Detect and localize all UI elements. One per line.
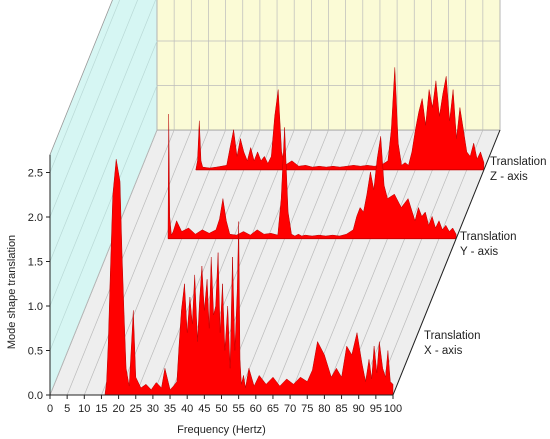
depth-axis-line [392, 129, 501, 396]
side-wall-gridline [49, 0, 156, 262]
y-tick-label: 0.5 [28, 346, 43, 358]
x-tick-label: 80 [318, 403, 330, 415]
floor-gridline [238, 129, 346, 396]
series-z-axis-area [195, 67, 485, 171]
floor-gridline [358, 129, 467, 396]
x-tick-label: 55 [233, 403, 245, 415]
floor-gridline [118, 129, 226, 396]
side-wall-gridline [49, 0, 138, 218]
floor-gridline [49, 129, 158, 396]
x-tick-label: 45 [198, 403, 210, 415]
x-tick-label: 30 [147, 403, 159, 415]
series-z-axis-label-line2: Z - axis [490, 171, 528, 183]
x-tick-label: 85 [335, 403, 347, 415]
x-tick-label: 10 [78, 403, 90, 415]
x-tick-label: 0 [47, 403, 53, 415]
series-x-axis-label-line1: Translation [424, 330, 480, 342]
x-tick-label: 25 [130, 403, 142, 415]
x-tick-label: 15 [95, 403, 107, 415]
y-tick-label: 2.0 [28, 212, 43, 224]
y-tick-label: 0.0 [28, 390, 43, 402]
x-tick-label: 100 [384, 403, 402, 415]
x-tick-label: 35 [164, 403, 176, 415]
floor-gridline [152, 129, 261, 396]
series-y-axis-label-line2: Y - axis [460, 246, 498, 258]
x-tick-label: 40 [181, 403, 193, 415]
x-axis-label: Frequency (Hertz) [177, 424, 266, 436]
chart-labels: 0.0 0.5 1.0 1.5 2.0 2.5 0 5 10 15 20 25 30 35 40 45 50 55… [6, 156, 546, 436]
y-axis-label: Mode shape translation [6, 235, 18, 349]
floor-gridline [83, 129, 192, 396]
x-tick-label: 20 [112, 403, 124, 415]
x-tick-label: 60 [250, 403, 262, 415]
floor-gridline [135, 129, 244, 396]
floor-gridline [255, 129, 364, 396]
chart-axes [46, 129, 501, 399]
x-tick-label: 75 [301, 403, 313, 415]
series-x-axis-label-line2: X - axis [424, 345, 463, 357]
x-tick-label: 90 [353, 403, 365, 415]
x-tick-label: 5 [64, 403, 70, 415]
series-y-axis-area [167, 113, 457, 239]
floor-gridline [272, 129, 381, 396]
series-y-axis-label-line1: Translation [460, 231, 516, 243]
side-wall-gridline [49, 85, 158, 351]
series-z-axis-label-line1: Translation [490, 156, 546, 168]
x-tick-label: 50 [215, 403, 227, 415]
series-layer [104, 67, 485, 396]
x-tick-label: 95 [370, 403, 382, 415]
series-x-axis-area [104, 158, 394, 396]
x-tick-label: 70 [284, 403, 296, 415]
x-tick-label: 65 [267, 403, 279, 415]
floor-gridline [375, 129, 484, 396]
chart-grid [49, 0, 501, 396]
y-tick-label: 1.5 [28, 257, 43, 269]
y-tick-label: 1.0 [28, 301, 43, 313]
side-wall-gridline [49, 0, 121, 173]
y-tick-label: 2.5 [28, 168, 43, 180]
side-wall-gridline [49, 40, 158, 307]
floor-gridline [306, 129, 415, 396]
floor-gridline [324, 129, 432, 396]
